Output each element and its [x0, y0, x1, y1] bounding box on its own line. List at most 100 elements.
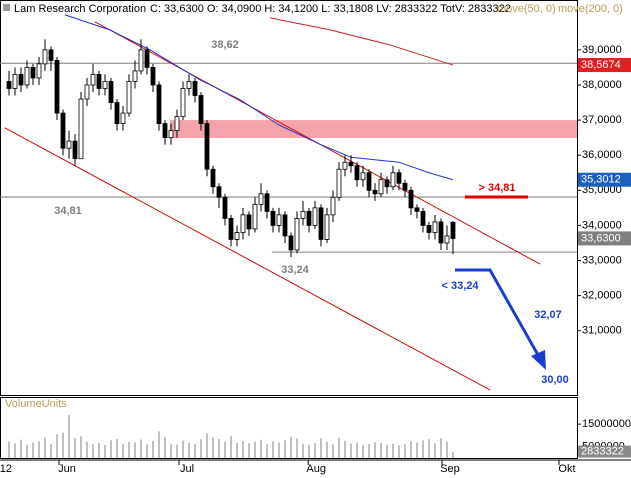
candle-body [450, 221, 456, 239]
volume-panel [0, 397, 578, 459]
menu-icon[interactable] [3, 4, 10, 11]
candle-body [48, 49, 54, 61]
legend-entry: move(200, 0) [558, 3, 623, 15]
candle-body [180, 88, 186, 117]
volume-label: VolumeUnits [5, 398, 67, 410]
candle-body [6, 81, 12, 89]
candle-body [258, 193, 264, 205]
candle-body [72, 140, 78, 160]
candle-body [252, 203, 258, 230]
candle-body [264, 193, 270, 212]
candle-body [312, 207, 318, 226]
y-tick-label: 39,0000 [582, 44, 622, 56]
x-tick-label: Okt [558, 463, 575, 475]
x-tick-label: Sep [440, 463, 460, 475]
candle-body [324, 214, 330, 240]
candle-body [294, 217, 300, 251]
candle-body [12, 74, 18, 89]
candle-body [276, 214, 282, 226]
candle-body [360, 172, 366, 181]
annotation: < 33,24 [441, 280, 479, 292]
candle-body [102, 81, 108, 89]
level-label: 33,24 [281, 264, 309, 276]
candle-body [66, 140, 72, 149]
candle-body [162, 123, 168, 139]
volume-last-box [578, 445, 631, 458]
last-value-box [578, 231, 631, 246]
annotation: > 34,81 [478, 182, 515, 194]
y-tick-label: 31,0000 [582, 325, 622, 337]
candle-body [378, 179, 384, 195]
resistance-zone [169, 120, 577, 138]
level-label: 38,62 [211, 39, 239, 51]
candle-body [246, 214, 252, 230]
candle-body [288, 235, 294, 251]
candle-body [84, 84, 90, 100]
candle-body [216, 186, 222, 198]
y-tick-label: 34,0000 [582, 219, 622, 231]
candle-body [228, 217, 234, 240]
candle-body [150, 67, 156, 86]
volume-tick-label: 15000000 [582, 418, 631, 430]
y-tick-label: 38,0000 [582, 79, 622, 91]
candle-body [384, 179, 390, 188]
y-tick-label: 32,0000 [582, 290, 622, 302]
volume-plot [8, 415, 454, 458]
y-tick-label: 36,0000 [582, 149, 622, 161]
candle-body [402, 182, 408, 191]
annotation: 32,07 [534, 309, 562, 321]
candle-body [120, 112, 126, 124]
header-quote: C: 33,6300 O: 34,0900 H: 34,1200 L: 33,1… [150, 3, 511, 15]
candle-body [54, 59, 60, 114]
candle-body [138, 49, 144, 72]
candle-body [330, 196, 336, 216]
candle-body [108, 81, 114, 103]
candle-body [438, 221, 444, 244]
candle-body [18, 74, 24, 86]
candle-body [96, 74, 102, 89]
candle-body [432, 221, 438, 233]
last-value-box [578, 58, 631, 73]
x-tick-label: Aug [306, 463, 326, 475]
x-tick-label: Jul [180, 463, 194, 475]
candle-body [270, 210, 276, 226]
volume-last-label: 2833322 [581, 446, 624, 458]
candle-body [192, 81, 198, 96]
price-plot [0, 14, 577, 391]
last-value-label: 38,5674 [581, 59, 621, 71]
x-tick-label: '12 [0, 463, 12, 475]
trend-line [4, 127, 491, 391]
moving-average [269, 17, 454, 66]
candle-body [30, 67, 36, 79]
candle-body [414, 207, 420, 212]
candle-body [174, 116, 180, 132]
y-tick-label: 33,0000 [582, 254, 622, 266]
y-tick-label: 37,0000 [582, 114, 622, 126]
candle-body [354, 165, 360, 181]
candle-body [156, 84, 162, 124]
candle-body [36, 63, 42, 79]
candle-body [222, 196, 228, 219]
candle-body [396, 172, 402, 184]
candle-body [420, 210, 426, 226]
candle-body [204, 123, 210, 170]
moving-average [64, 14, 454, 181]
candle-body [300, 210, 306, 219]
candle-body [336, 168, 342, 198]
candle-body [186, 81, 192, 89]
annotation: 30,00 [541, 374, 569, 386]
y-tick-label: 35,0000 [582, 184, 622, 196]
candle-body [198, 95, 204, 124]
candle-body [144, 49, 150, 68]
last-value-box [578, 172, 631, 187]
candle-body [60, 112, 66, 149]
candle-body [372, 189, 378, 195]
candle-body [366, 172, 372, 191]
x-tick-label: Jun [58, 463, 76, 475]
candle-body [234, 232, 240, 240]
candle-body [240, 214, 246, 233]
candle-body [408, 189, 414, 209]
candle-body [390, 172, 396, 188]
